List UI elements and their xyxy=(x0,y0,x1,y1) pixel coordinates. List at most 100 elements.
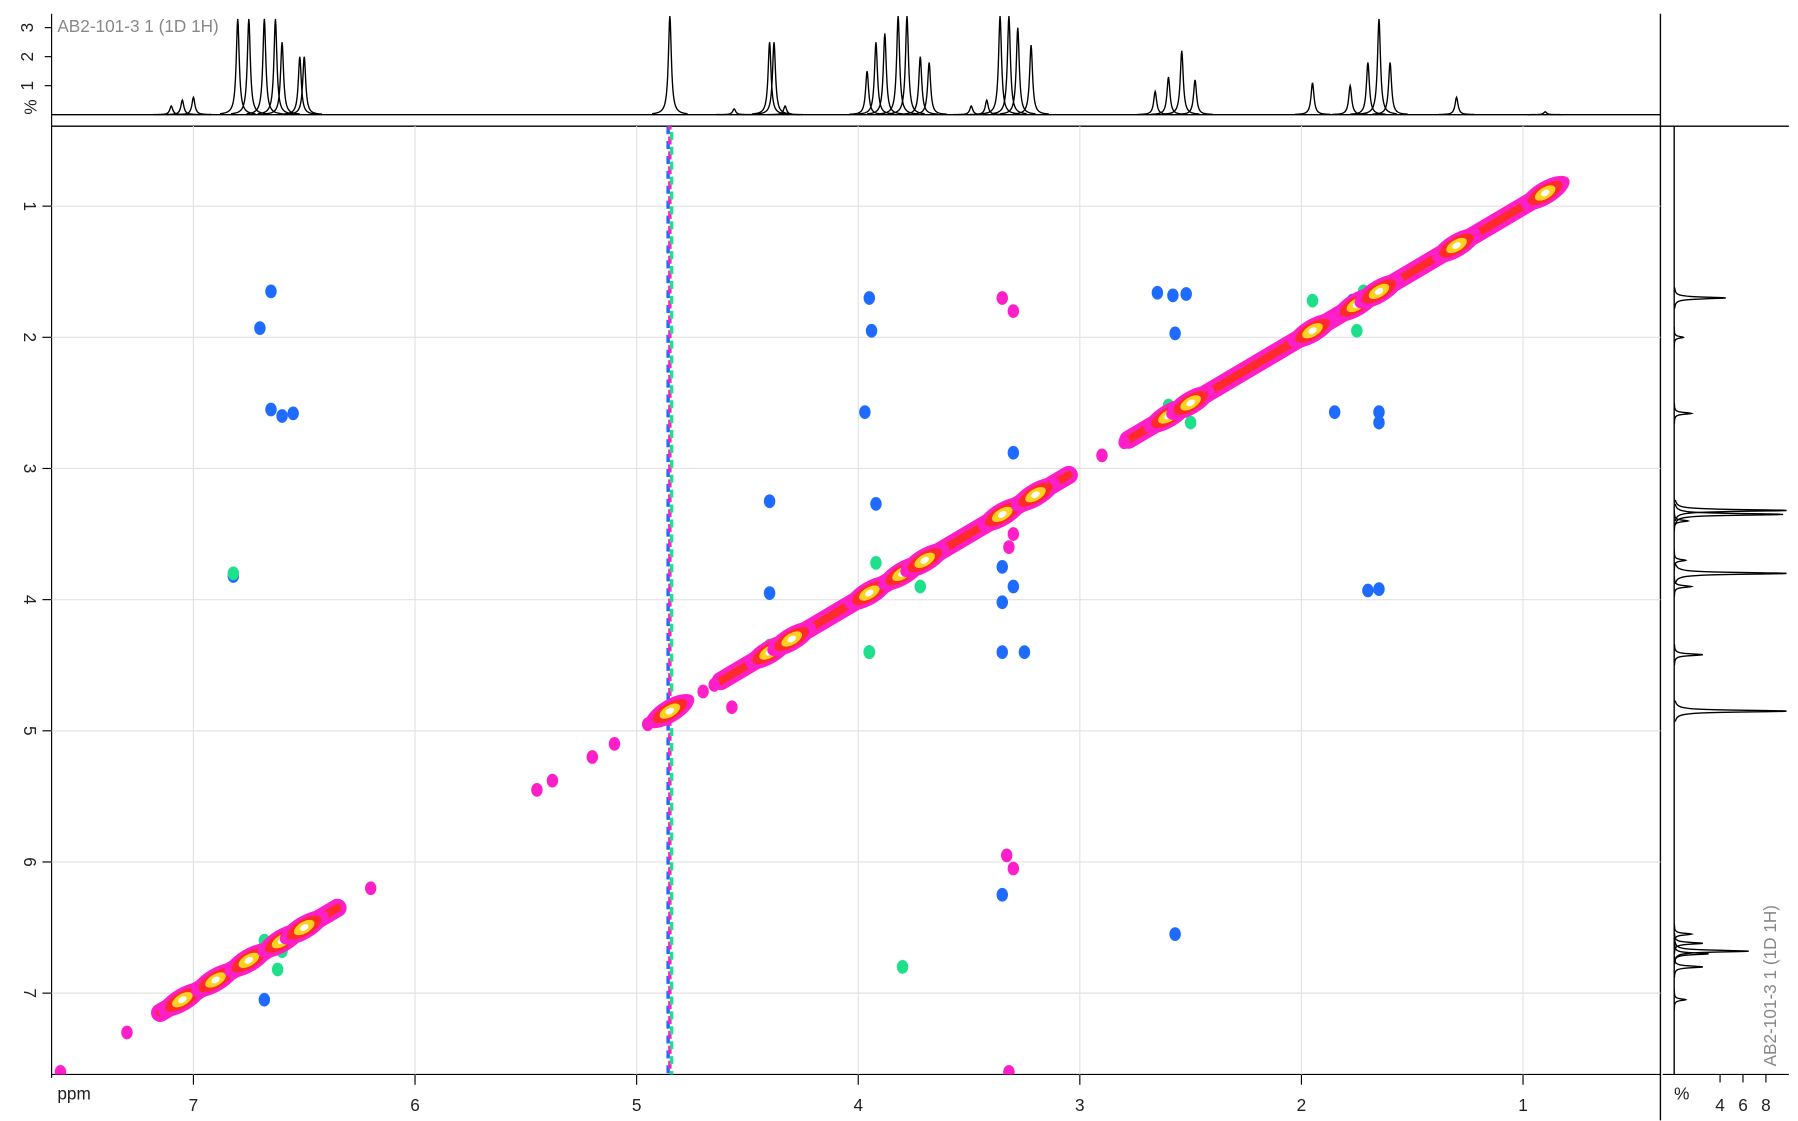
cross-peak xyxy=(1007,304,1020,318)
side-peak xyxy=(1673,943,1709,965)
cross-peak xyxy=(996,595,1009,610)
cross-peak xyxy=(1328,405,1341,419)
diagonal-peak xyxy=(787,635,796,643)
top-peak xyxy=(1163,50,1200,115)
cross-peak xyxy=(697,684,709,699)
top-peak xyxy=(1177,79,1213,116)
top-peak xyxy=(175,95,212,116)
cross-peak xyxy=(276,409,288,423)
side-x-tick-label: 6 xyxy=(1738,1095,1748,1115)
top-peak xyxy=(1294,82,1331,116)
top-peak xyxy=(858,42,894,115)
side-peak xyxy=(1674,287,1726,309)
top-peak xyxy=(1361,18,1397,115)
cross-peak xyxy=(1018,645,1031,659)
diagonal-peak xyxy=(1308,327,1317,335)
side-peak xyxy=(1674,700,1787,722)
top-peak xyxy=(756,42,792,115)
diagonal-peak xyxy=(865,589,874,597)
top-y-tick-label: 1 xyxy=(17,81,37,91)
top-peak xyxy=(716,107,752,116)
top-peak xyxy=(969,98,1005,116)
top-peak xyxy=(1137,89,1173,116)
top-peak xyxy=(231,18,267,115)
top-peak xyxy=(849,71,885,115)
top-peak xyxy=(953,104,989,116)
top-peak xyxy=(767,104,803,116)
side-peak xyxy=(1673,402,1695,424)
cross-peak xyxy=(859,405,871,419)
diagonal-peak xyxy=(665,707,675,715)
cross-peak xyxy=(1180,287,1192,301)
plot-area xyxy=(54,126,1570,1075)
cross-peak xyxy=(1003,540,1015,555)
cross-peak xyxy=(227,566,240,581)
cross-peak xyxy=(1096,448,1108,463)
side-peak xyxy=(1674,503,1784,526)
cross-peak xyxy=(1169,326,1181,341)
top-y-tick-label: 3 xyxy=(17,23,37,33)
side-peak xyxy=(1673,510,1691,532)
x-tick-label: 6 xyxy=(410,1095,420,1115)
diagonal-peak xyxy=(920,556,929,564)
cross-peak xyxy=(708,678,720,692)
top-peak xyxy=(1527,111,1563,116)
cross-peak xyxy=(865,323,878,338)
top-peak xyxy=(911,62,947,115)
side-peak xyxy=(1673,989,1688,1011)
top-peak xyxy=(652,16,688,115)
side-x-tick-label: 4 xyxy=(1715,1095,1725,1115)
cross-peak xyxy=(1184,415,1197,430)
y-tick-label: 7 xyxy=(20,988,40,998)
top-peak xyxy=(246,18,283,115)
side-trace xyxy=(1673,126,1787,1075)
diagonal-peak xyxy=(178,996,187,1004)
cross-peak xyxy=(546,773,559,788)
cross-peak xyxy=(763,586,776,600)
side-peak xyxy=(1673,326,1685,348)
side-x-tick-label: 8 xyxy=(1761,1095,1771,1115)
top-peak xyxy=(257,18,294,115)
cross-peak xyxy=(258,992,271,1007)
cross-peak xyxy=(1306,293,1319,308)
top-peak xyxy=(286,56,323,115)
cross-peak xyxy=(870,556,882,570)
cross-peak xyxy=(763,494,776,509)
top-peak xyxy=(867,33,903,115)
diagonal-peak xyxy=(1540,189,1550,197)
cross-peak xyxy=(265,402,277,417)
x-tick-label: 7 xyxy=(189,1095,199,1115)
cross-peak xyxy=(271,962,284,977)
cross-peak xyxy=(1373,582,1385,597)
side-peak xyxy=(1673,549,1688,571)
y-tick-label: 3 xyxy=(20,464,40,474)
x-axis-label: ppm xyxy=(57,1084,90,1104)
cross-peak xyxy=(1362,583,1374,598)
cross-peak xyxy=(1007,527,1020,541)
cross-peak xyxy=(1167,288,1179,303)
diagonal-peak xyxy=(244,956,254,964)
cross-peak xyxy=(726,700,738,715)
cross-peak xyxy=(863,645,876,659)
cross-peak xyxy=(1151,285,1164,300)
diagonal-peak xyxy=(300,924,309,931)
cross-peak xyxy=(1000,848,1013,863)
side-peak xyxy=(1674,499,1787,522)
side-peak xyxy=(1674,940,1749,962)
spectrum-title: AB2-101-3 1 (1D 1H) xyxy=(57,16,218,36)
top-peak xyxy=(999,27,1036,115)
cross-peak xyxy=(1373,405,1385,419)
side-peak xyxy=(1673,644,1703,666)
x-tick-label: 2 xyxy=(1297,1095,1307,1115)
cross-peak xyxy=(287,406,299,421)
side-peak xyxy=(1673,932,1703,954)
diagonal-peak xyxy=(1186,399,1195,407)
top-peak xyxy=(1372,62,1408,115)
top-peak xyxy=(164,98,201,116)
top-peak xyxy=(219,18,256,115)
top-peak xyxy=(1013,44,1049,115)
cross-peak xyxy=(1003,1064,1015,1075)
top-peak xyxy=(982,16,1018,115)
spectrum-title-side: AB2-101-3 1 (1D 1H) xyxy=(1760,905,1780,1066)
y-tick-label: 2 xyxy=(20,333,40,343)
